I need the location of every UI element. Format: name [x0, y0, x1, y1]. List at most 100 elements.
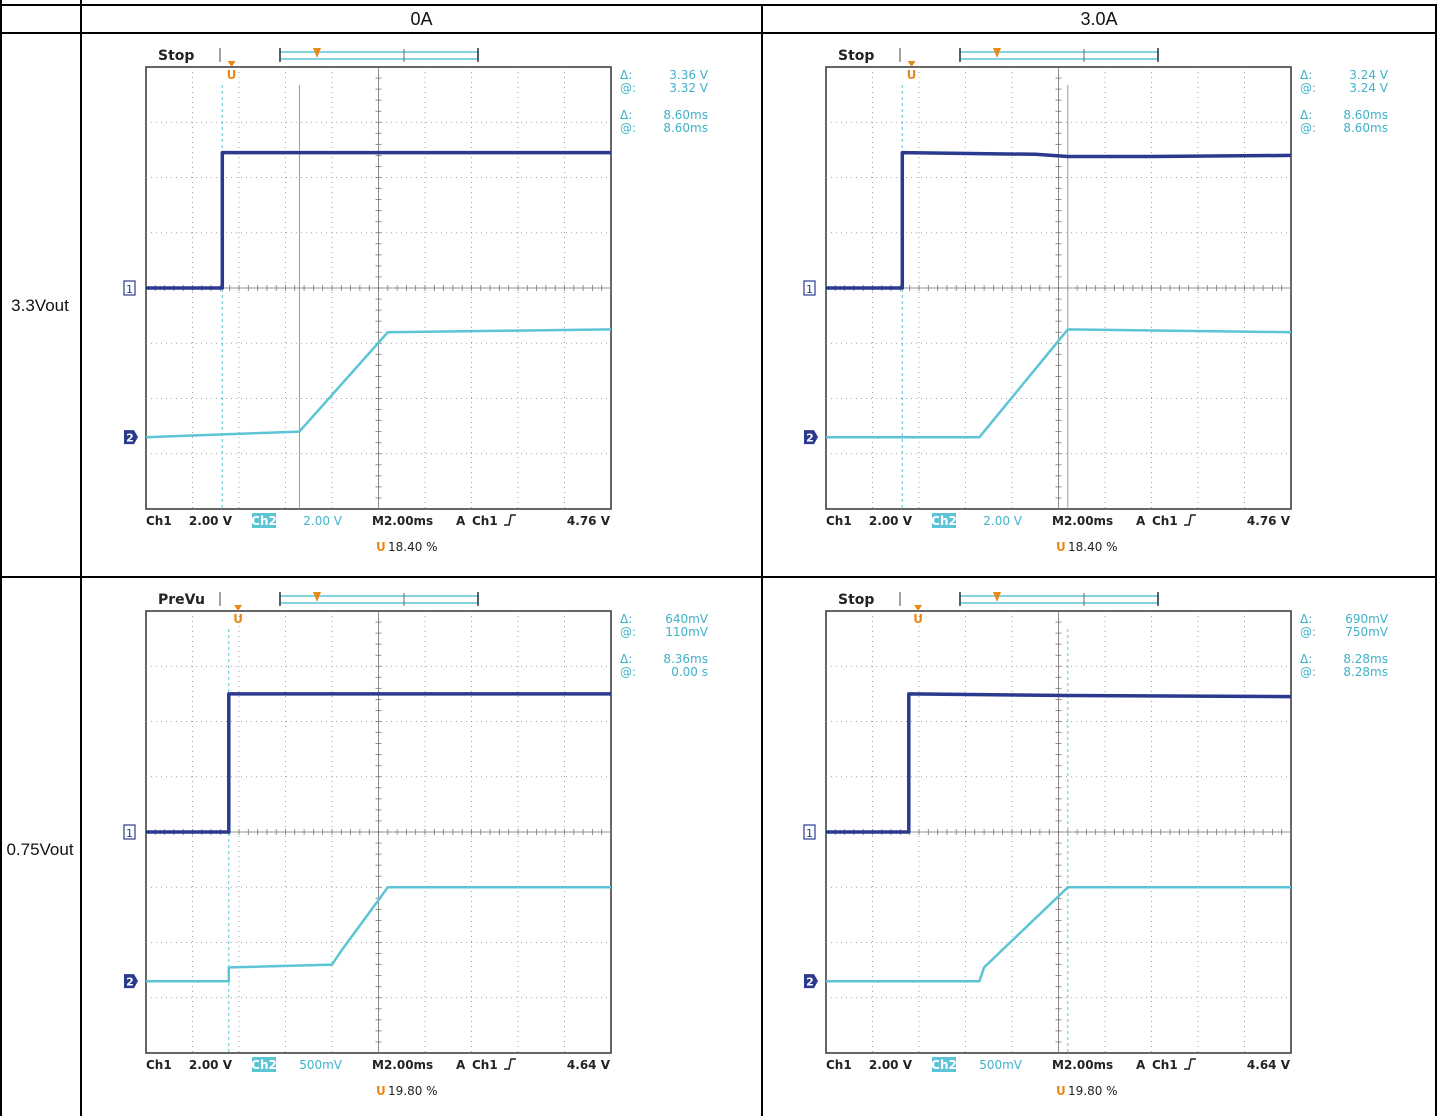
row-label-3v3: 3.3Vout: [11, 296, 69, 315]
readout-delta-v-value: 640mV: [665, 612, 709, 626]
trigger-level: 4.64 V: [1247, 1058, 1291, 1072]
ch1-label: Ch1: [146, 514, 172, 528]
scope-panel-0v75-0a: PreVu U 1 2 Δ: 640mV @: 110mV Δ: 8.36ms @: 0.00 s Ch…: [120, 584, 740, 1114]
ch1-scale: 2.00 V: [869, 514, 913, 528]
readout-delta-t-symbol: Δ:: [1300, 652, 1312, 666]
ch1-ref-marker: [123, 280, 136, 296]
ch2-ref-marker: [804, 430, 818, 445]
readout-at-v-symbol: @:: [620, 625, 636, 639]
readout-delta-t-value: 8.60ms: [663, 108, 708, 122]
ch1-scale: 2.00 V: [869, 1058, 913, 1072]
ch2-scale: 500mV: [299, 1058, 343, 1072]
scope-screen: PreVu U 1 2 Δ: 640mV @: 110mV Δ: 8.36ms @: 0.00 s Ch…: [123, 592, 709, 1098]
readout-delta-t-value: 8.36ms: [663, 652, 708, 666]
trace-ch1: [826, 692, 1292, 834]
ch1-ref-marker: [803, 280, 816, 296]
readout-delta-v-value: 690mV: [1345, 612, 1389, 626]
trigger-source: Ch1: [1152, 1058, 1178, 1072]
readout-at-v-value: 3.32 V: [669, 81, 709, 95]
scope-panel-3v3-0a: Stop U 1 2 Δ: 3.36 V @: 3.32 V Δ: 8.60ms @: 8.60ms C…: [120, 40, 740, 570]
scope-screen: Stop U 1 2 Δ: 690mV @: 750mV Δ: 8.28ms @: 8.28ms Ch1…: [803, 592, 1389, 1098]
readout-at-v-value: 110mV: [665, 625, 709, 639]
readout-at-t-symbol: @:: [1300, 665, 1316, 679]
record-view-bar: [959, 51, 1159, 60]
ch1-ref-marker: [123, 824, 136, 840]
trigger-point-marker: U: [907, 68, 917, 82]
readout-at-v-symbol: @:: [1300, 625, 1316, 639]
ch1-label: Ch1: [146, 1058, 172, 1072]
ch1-ref-label: 1: [806, 283, 813, 296]
trace-ch1: [826, 150, 1292, 290]
ch1-ref-label: 1: [126, 827, 133, 840]
scope-status: PreVu: [158, 592, 205, 608]
trace-ch1: [146, 150, 611, 290]
trace-ch2: [826, 328, 1292, 439]
timebase: M2.00ms: [1052, 1058, 1113, 1072]
readout-delta-t-value: 8.60ms: [1343, 108, 1388, 122]
ch1-label: Ch1: [826, 1058, 852, 1072]
scope-screen: Stop U 1 2 Δ: 3.24 V @: 3.24 V Δ: 8.60ms @: 8.60ms C…: [803, 48, 1389, 554]
ch2-ref-marker: [124, 974, 138, 989]
ch2-ref-label: 2: [126, 976, 134, 989]
readout-at-t-value: 8.60ms: [663, 121, 708, 135]
ch2-ref-marker: [124, 430, 138, 445]
trigger-position: 19.80 %: [1068, 1084, 1118, 1098]
ch2-ref-marker: [804, 974, 818, 989]
rising-edge-icon: [504, 1058, 516, 1070]
trigger-point-marker: U: [913, 612, 923, 626]
trigger-mode: A: [456, 1058, 466, 1072]
rising-edge-icon: [504, 514, 516, 526]
readout-delta-v-symbol: Δ:: [620, 612, 632, 626]
trigger-point-marker: U: [227, 68, 237, 82]
readout-delta-v-symbol: Δ:: [1300, 612, 1312, 626]
scope-panel-3v3-3a: Stop U 1 2 Δ: 3.24 V @: 3.24 V Δ: 8.60ms @: 8.60ms C…: [800, 40, 1420, 570]
readout-at-t-value: 8.28ms: [1343, 665, 1388, 679]
trigger-source: Ch1: [472, 514, 498, 528]
trigger-point-arrow: [227, 61, 236, 67]
trigger-position-marker: [993, 592, 1001, 602]
readout-at-t-symbol: @:: [620, 121, 636, 135]
trigger-pos-icon: U: [376, 1084, 386, 1098]
ch2-scale: 500mV: [979, 1058, 1023, 1072]
trace-ch1: [146, 692, 611, 834]
table-border-header: [0, 32, 1437, 34]
readout-delta-v-value: 3.24 V: [1349, 68, 1389, 82]
ch1-ref-label: 1: [126, 283, 133, 296]
trigger-pos-icon: U: [1056, 540, 1066, 554]
readout-delta-t-value: 8.28ms: [1343, 652, 1388, 666]
rising-edge-icon: [1184, 514, 1196, 526]
record-view-bar: [279, 595, 479, 604]
scope-status: Stop: [838, 48, 874, 64]
scope-screen: Stop U 1 2 Δ: 3.36 V @: 3.32 V Δ: 8.60ms @: 8.60ms C…: [123, 48, 709, 554]
trigger-position-marker: [993, 48, 1001, 58]
trigger-pos-icon: U: [376, 540, 386, 554]
trigger-point-arrow: [234, 605, 243, 611]
table-border-right: [1435, 4, 1437, 1116]
ch2-scale: 2.00 V: [303, 514, 343, 528]
column-header-0a: 0A: [410, 9, 433, 29]
trace-ch2: [826, 886, 1291, 983]
trace-ch2: [145, 328, 612, 439]
ch1-label: Ch1: [826, 514, 852, 528]
trigger-point-arrow: [907, 61, 916, 67]
table-border-middle: [0, 576, 1437, 578]
ch2-label: Ch2: [251, 514, 277, 528]
trigger-mode: A: [456, 514, 466, 528]
trigger-position: 18.40 %: [388, 540, 438, 554]
readout-at-v-value: 3.24 V: [1349, 81, 1389, 95]
trace-ch2: [146, 886, 611, 983]
record-view-bar: [959, 595, 1159, 604]
timebase: M2.00ms: [372, 514, 433, 528]
timebase: M2.00ms: [372, 1058, 433, 1072]
timebase: M2.00ms: [1052, 514, 1113, 528]
trigger-position: 18.40 %: [1068, 540, 1118, 554]
readout-delta-t-symbol: Δ:: [620, 652, 632, 666]
ch2-ref-label: 2: [806, 432, 814, 445]
trigger-mode: A: [1136, 1058, 1146, 1072]
trigger-position-marker: [313, 48, 321, 58]
ch1-scale: 2.00 V: [189, 1058, 233, 1072]
table-border-label-col: [80, 0, 82, 1116]
trigger-point-arrow: [914, 605, 923, 611]
readout-at-t-symbol: @:: [1300, 121, 1316, 135]
table-border-top: [0, 4, 1437, 6]
